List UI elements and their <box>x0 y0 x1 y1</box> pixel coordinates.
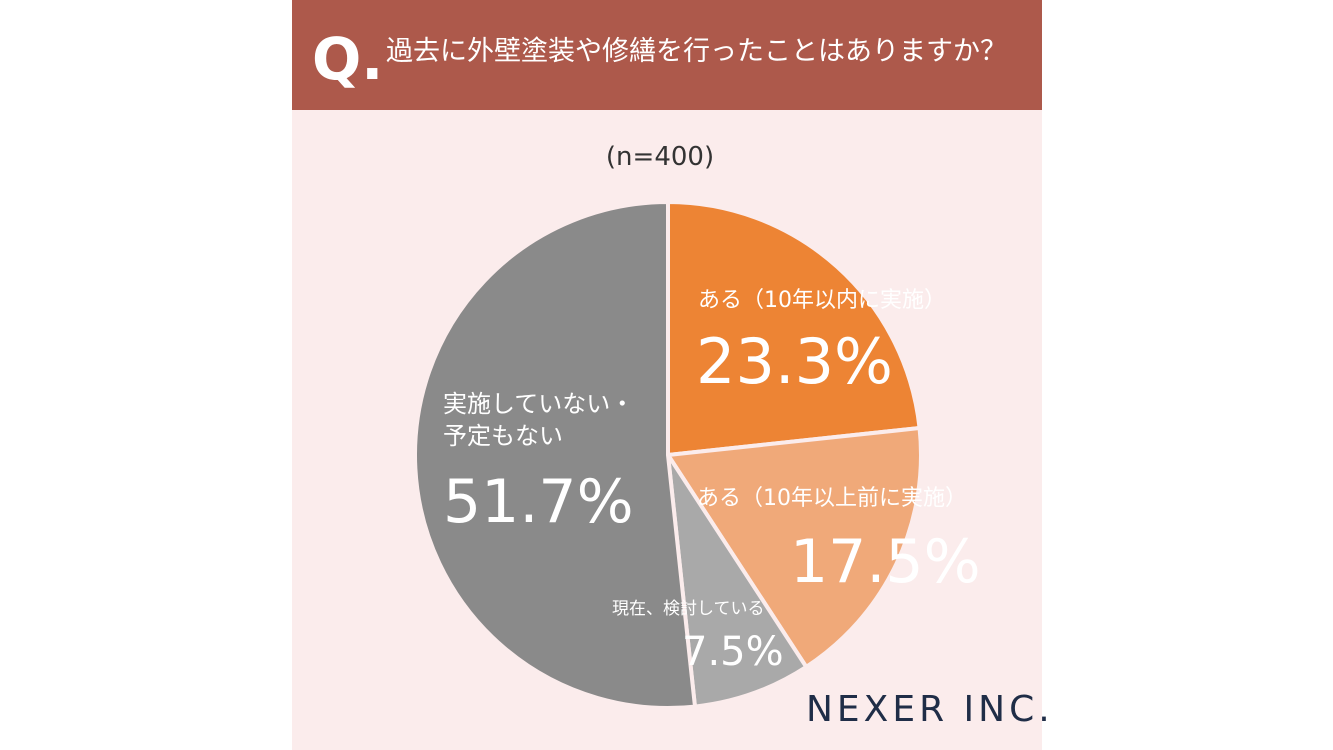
subtitle: (n=400) <box>605 142 715 172</box>
value-label: 7.5% <box>682 629 784 675</box>
slice-label: 実施していない・予定もない <box>443 390 635 451</box>
slice-label: 現在、検討している <box>612 599 765 619</box>
slice-label: ある（10年以内に実施） <box>698 288 946 313</box>
value-label: 51.7% <box>443 467 634 537</box>
q-mark: Q. <box>312 25 384 93</box>
value-label: 23.3% <box>696 325 893 398</box>
slice-label: ある（10年以上前に実施） <box>697 486 967 511</box>
question: 過去に外壁塗装や修繕を行ったことはありますか？ <box>386 36 1007 67</box>
pie-slice <box>666 453 810 709</box>
pie-slice <box>666 199 922 458</box>
pie-slice <box>664 425 923 670</box>
value-label: 17.5% <box>790 527 981 597</box>
header <box>292 0 1042 110</box>
logo: NEXER INC. <box>806 689 1054 730</box>
pie-slice <box>413 199 698 710</box>
